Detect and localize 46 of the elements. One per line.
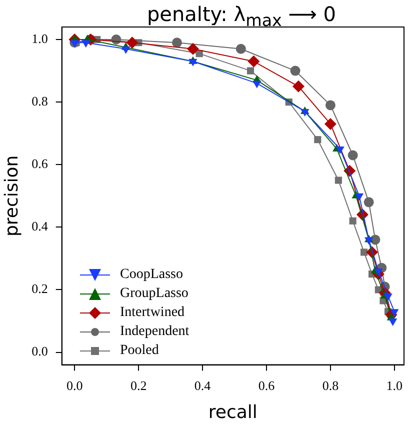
point <box>82 40 90 48</box>
point <box>360 248 368 256</box>
y-axis-title: precision <box>1 155 22 236</box>
point <box>325 100 336 110</box>
point <box>314 136 322 144</box>
point <box>364 237 374 245</box>
x-axis-title: recall <box>208 402 258 423</box>
y-tick-label: 0.4 <box>32 218 48 234</box>
y-tick-label: 1.0 <box>32 30 48 46</box>
point <box>172 38 182 48</box>
point <box>349 217 356 224</box>
point <box>334 176 342 184</box>
point <box>121 46 130 54</box>
legend-label: Pooled <box>120 342 159 358</box>
point <box>336 146 344 154</box>
point <box>248 55 260 68</box>
legend-label: Independent <box>120 324 190 340</box>
point <box>188 58 198 66</box>
point <box>70 40 79 48</box>
point <box>388 318 398 326</box>
point <box>364 197 374 208</box>
y-tick-label: 0.0 <box>32 344 48 359</box>
x-tick-label: 0.6 <box>258 378 276 394</box>
point <box>292 80 304 92</box>
chart-title: penalty: λ$_{max}$ ⟶ 0 <box>146 2 338 30</box>
x-tick-label: 1.0 <box>386 378 403 394</box>
point <box>324 118 336 130</box>
point <box>246 67 254 74</box>
legend-label: GroupLasso <box>120 286 188 302</box>
point <box>252 80 262 88</box>
y-tick-label: 0.2 <box>32 281 48 296</box>
x-tick-label: 0.8 <box>322 378 339 394</box>
legend-label: CoopLasso <box>120 266 183 282</box>
point <box>290 66 300 76</box>
point <box>348 150 358 160</box>
x-tick-label: 0.2 <box>130 378 147 394</box>
y-tick-label: 0.6 <box>32 156 48 172</box>
x-tick-label: 0.0 <box>66 378 83 394</box>
point <box>126 36 138 49</box>
legend-label: Intertwined <box>120 304 185 320</box>
point <box>300 108 310 116</box>
point <box>236 44 246 54</box>
x-tick-label: 0.4 <box>194 378 212 394</box>
point <box>186 42 199 55</box>
point <box>354 193 364 201</box>
y-tick-label: 0.8 <box>32 93 48 108</box>
